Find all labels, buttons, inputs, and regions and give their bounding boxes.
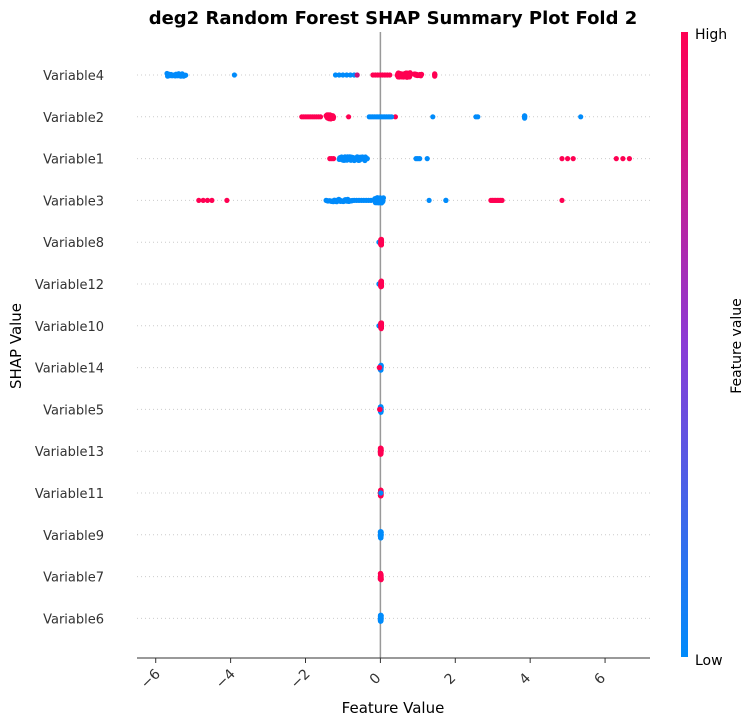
shap-point	[499, 197, 505, 203]
feature-label: Variable3	[43, 194, 104, 209]
feature-label: Variable12	[35, 278, 104, 293]
shap-point	[347, 72, 353, 78]
shap-point	[378, 613, 384, 619]
feature-label: Variable7	[43, 571, 104, 586]
shap-point	[380, 195, 386, 201]
shap-point	[426, 197, 432, 203]
shap-point	[417, 156, 423, 162]
shap-point	[392, 114, 398, 120]
chart-title: deg2 Random Forest SHAP Summary Plot Fol…	[149, 8, 638, 29]
shap-point	[378, 323, 385, 329]
shap-point	[578, 114, 584, 120]
shap-point	[570, 156, 576, 162]
shap-point	[346, 114, 352, 120]
feature-labels: Variable4 Variable2 Variable1 Variable3 Vari…	[35, 69, 104, 627]
feature-label: Variable5	[43, 403, 104, 418]
shap-point	[432, 72, 438, 78]
shap-point	[559, 197, 565, 203]
feature-label: Variable10	[35, 320, 104, 335]
shap-point	[378, 490, 384, 496]
x-tick-label: 4	[517, 670, 535, 688]
x-tick-label: −6	[138, 666, 164, 692]
shap-point	[377, 365, 383, 371]
x-tick-label: −2	[288, 666, 314, 692]
shap-point	[224, 197, 230, 203]
feature-label: Variable6	[43, 612, 104, 627]
feature-label: Variable13	[35, 445, 104, 460]
shap-point	[354, 72, 360, 78]
feature-label: Variable4	[43, 69, 104, 84]
shap-point	[183, 72, 189, 78]
shap-point	[331, 114, 337, 120]
feature-label: Variable8	[43, 236, 104, 251]
shap-point	[332, 72, 339, 78]
shap-point	[475, 114, 481, 120]
row-gridlines	[137, 74, 650, 619]
shap-point	[204, 197, 211, 203]
shap-point	[231, 72, 237, 78]
shap-point	[377, 406, 383, 412]
shap-point	[196, 197, 202, 203]
feature-label: Variable1	[43, 153, 104, 168]
shap-point	[559, 156, 565, 162]
shap-point	[389, 114, 395, 120]
shap-point	[378, 529, 384, 536]
shap-point	[209, 197, 215, 203]
shap-point	[340, 72, 346, 78]
shap-point	[424, 156, 430, 162]
shap-point	[430, 114, 436, 120]
shap-point	[317, 114, 324, 120]
feature-label: Variable9	[43, 529, 104, 544]
shap-point	[443, 197, 449, 203]
feature-label: Variable11	[35, 487, 104, 502]
shap-point	[387, 72, 393, 78]
shap-points	[164, 70, 633, 624]
feature-label: Variable14	[35, 362, 104, 377]
x-axis-label: Feature Value	[342, 699, 445, 717]
shap-point	[378, 239, 385, 245]
x-tick-label: −4	[213, 666, 239, 692]
shap-point	[200, 197, 206, 203]
shap-point	[364, 156, 370, 162]
x-axis-ticks: −6 −4 −2 0 2 4 6	[138, 658, 609, 692]
shap-point	[613, 156, 619, 162]
y-axis-label: SHAP Value	[7, 303, 25, 389]
shap-point	[620, 156, 626, 162]
shap-point	[344, 72, 350, 78]
colorbar-high-label: High	[695, 27, 727, 43]
shap-point	[378, 574, 384, 580]
shap-point	[336, 72, 342, 78]
shap-point	[331, 156, 337, 162]
colorbar-low-label: Low	[695, 653, 723, 669]
x-tick-label: 2	[442, 670, 460, 688]
shap-point	[378, 449, 384, 455]
shap-point	[419, 71, 425, 77]
shap-point	[626, 156, 633, 162]
shap-point	[522, 114, 528, 120]
x-tick-label: 6	[591, 670, 609, 688]
colorbar-title: Feature value	[729, 298, 745, 394]
feature-label: Variable2	[43, 111, 104, 126]
shap-point	[565, 156, 571, 162]
shap-point	[378, 283, 385, 289]
x-tick-label: 0	[367, 670, 385, 688]
colorbar	[681, 32, 688, 657]
